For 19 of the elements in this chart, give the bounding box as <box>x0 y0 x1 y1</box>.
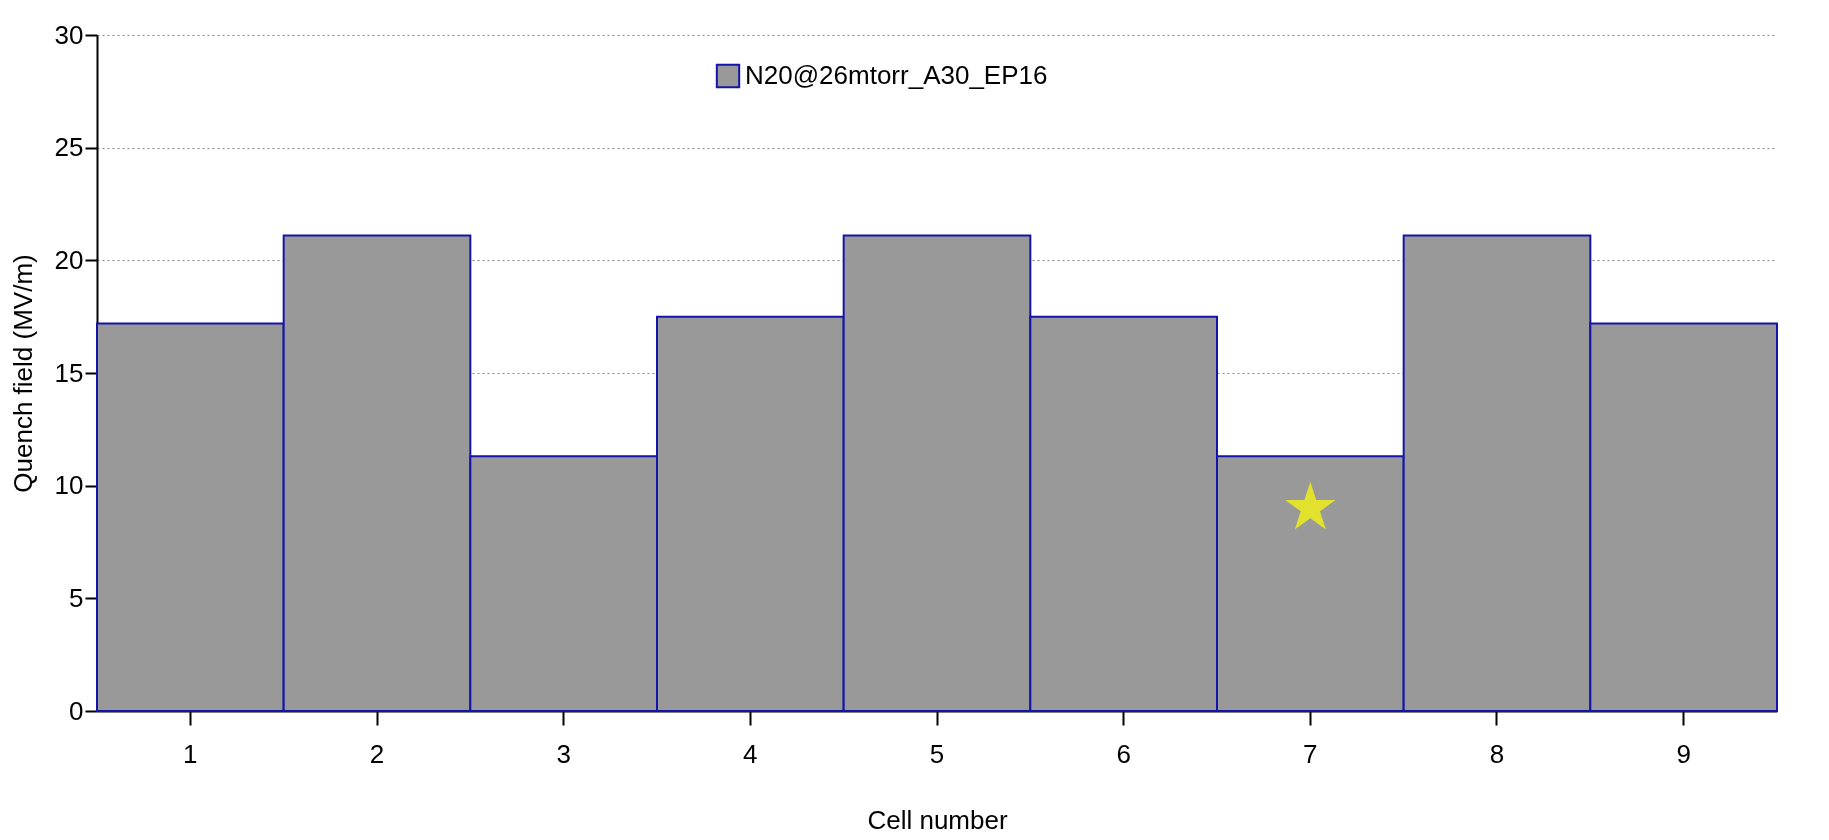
x-tick-label: 9 <box>1676 738 1691 769</box>
x-tick-label: 5 <box>929 738 945 769</box>
x-tick-label: 7 <box>1303 738 1318 769</box>
x-tick-label: 2 <box>369 738 385 769</box>
y-tick-label: 10 <box>54 470 84 501</box>
x-tick-label: 4 <box>743 738 758 769</box>
y-tick-label: 5 <box>69 582 84 613</box>
x-tick-label: 8 <box>1489 738 1505 769</box>
y-tick-label: 0 <box>69 695 84 726</box>
y-tick-label: 25 <box>54 132 84 163</box>
y-tick-label: 15 <box>54 357 84 388</box>
y-axis-title: Quench field (MV/m) <box>7 254 38 493</box>
x-axis-title: Cell number <box>867 804 1008 835</box>
x-tick-label: 1 <box>183 738 198 769</box>
legend-label: N20@26mtorr_A30_EP16 <box>745 60 1048 90</box>
x-tick-label: 3 <box>556 738 571 769</box>
y-tick-label: 20 <box>54 244 84 275</box>
x-tick-label: 6 <box>1116 738 1131 769</box>
y-tick-label: 30 <box>54 19 84 50</box>
